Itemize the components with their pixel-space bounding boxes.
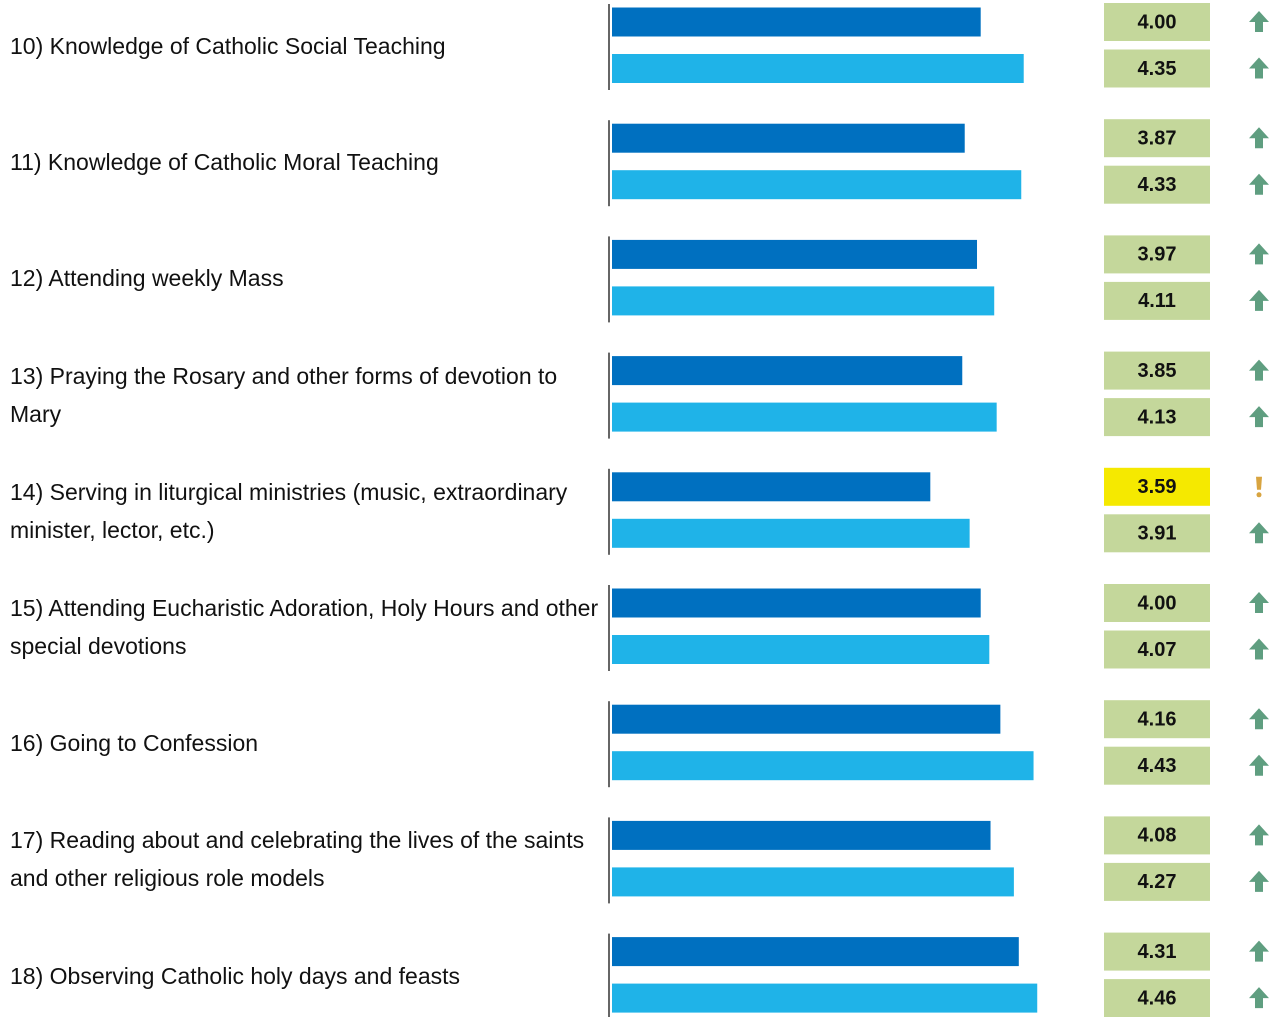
bar bbox=[612, 751, 1034, 781]
value-box bbox=[1104, 514, 1210, 553]
bar bbox=[612, 704, 1001, 734]
value-box bbox=[1104, 630, 1210, 669]
item-label: 15) Attending Eucharistic Adoration, Hol… bbox=[10, 595, 599, 659]
item-label: 18) Observing Catholic holy days and fea… bbox=[10, 962, 461, 989]
bar bbox=[612, 983, 1038, 1013]
value-label: 3.59 bbox=[1138, 476, 1177, 498]
trend-up-icon bbox=[1249, 406, 1269, 428]
alert-icon-dot bbox=[1256, 492, 1262, 498]
bar bbox=[612, 123, 965, 153]
trend-up-icon bbox=[1249, 987, 1269, 1009]
value-box bbox=[1104, 165, 1210, 204]
value-box bbox=[1104, 816, 1210, 855]
value-label: 4.00 bbox=[1138, 11, 1177, 33]
value-box bbox=[1104, 979, 1210, 1017]
bar bbox=[612, 7, 981, 37]
value-box bbox=[1104, 746, 1210, 785]
value-label: 4.43 bbox=[1138, 755, 1177, 777]
value-box bbox=[1104, 862, 1210, 901]
bar bbox=[612, 472, 931, 502]
trend-up-icon bbox=[1249, 754, 1269, 776]
trend-up-icon bbox=[1249, 359, 1269, 381]
item-label: 10) Knowledge of Catholic Social Teachin… bbox=[10, 33, 446, 59]
trend-up-icon bbox=[1249, 289, 1269, 311]
value-box bbox=[1104, 3, 1210, 41]
trend-up-icon bbox=[1249, 870, 1269, 892]
trend-up-icon bbox=[1249, 173, 1269, 195]
bar bbox=[612, 356, 963, 386]
value-label: 3.85 bbox=[1138, 360, 1177, 382]
trend-up-icon bbox=[1249, 638, 1269, 660]
value-box bbox=[1104, 467, 1210, 506]
bar bbox=[612, 867, 1014, 897]
trend-up-icon bbox=[1249, 11, 1269, 32]
trend-up-icon bbox=[1249, 940, 1269, 962]
value-box bbox=[1104, 281, 1210, 320]
value-box bbox=[1104, 49, 1210, 88]
value-label: 4.31 bbox=[1138, 941, 1177, 963]
trend-up-icon bbox=[1249, 522, 1269, 544]
trend-up-icon bbox=[1249, 57, 1269, 79]
item-label: 13) Praying the Rosary and other forms o… bbox=[10, 362, 558, 427]
value-box bbox=[1104, 235, 1210, 274]
trend-up-icon bbox=[1249, 127, 1269, 149]
item-label: 11) Knowledge of Catholic Moral Teaching bbox=[10, 149, 439, 176]
value-box bbox=[1104, 700, 1210, 739]
value-box bbox=[1104, 398, 1210, 437]
value-label: 4.11 bbox=[1138, 290, 1176, 312]
value-label: 4.46 bbox=[1138, 987, 1177, 1009]
value-label: 3.97 bbox=[1138, 244, 1177, 266]
bar bbox=[612, 286, 995, 316]
value-label: 4.07 bbox=[1138, 639, 1177, 661]
bar bbox=[612, 170, 1022, 200]
bar bbox=[612, 518, 970, 548]
value-label: 4.08 bbox=[1138, 825, 1177, 847]
value-label: 4.13 bbox=[1138, 406, 1177, 428]
value-box bbox=[1104, 932, 1210, 971]
value-label: 4.33 bbox=[1138, 174, 1177, 196]
value-box bbox=[1104, 584, 1210, 622]
trend-up-icon bbox=[1249, 708, 1269, 730]
bar bbox=[612, 402, 997, 432]
value-box bbox=[1104, 119, 1210, 158]
bar bbox=[612, 588, 981, 618]
trend-up-icon bbox=[1249, 592, 1269, 613]
item-label: 16) Going to Confession bbox=[10, 730, 259, 757]
value-label: 3.87 bbox=[1138, 127, 1177, 149]
alert-icon bbox=[1256, 476, 1262, 490]
trend-up-icon bbox=[1249, 824, 1269, 846]
value-label: 3.91 bbox=[1138, 523, 1177, 545]
value-box bbox=[1104, 351, 1210, 390]
bar bbox=[612, 239, 978, 269]
value-label: 4.16 bbox=[1138, 708, 1177, 730]
bar bbox=[612, 937, 1019, 967]
bar bbox=[612, 820, 991, 850]
item-label: 17) Reading about and celebrating the li… bbox=[10, 827, 585, 892]
value-label: 4.35 bbox=[1138, 58, 1177, 80]
value-label: 4.27 bbox=[1138, 871, 1177, 893]
bar bbox=[612, 54, 1024, 83]
value-label: 4.00 bbox=[1138, 592, 1177, 614]
bar bbox=[612, 635, 990, 664]
item-label: 14) Serving in liturgical ministries (mu… bbox=[10, 478, 568, 543]
trend-up-icon bbox=[1249, 243, 1269, 265]
item-label: 12) Attending weekly Mass bbox=[10, 265, 284, 292]
